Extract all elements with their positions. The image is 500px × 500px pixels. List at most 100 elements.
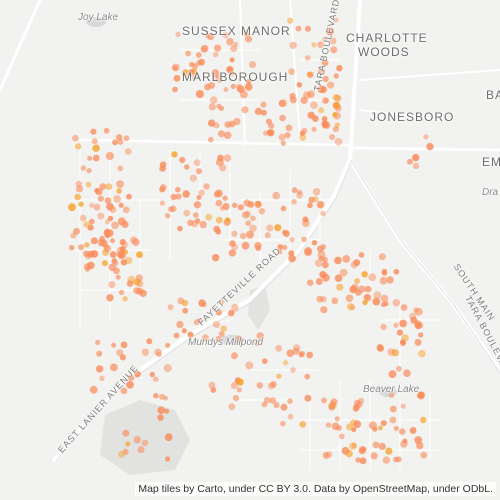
data-point [280,403,288,411]
data-point [254,107,262,115]
data-point [276,373,282,379]
data-point [113,195,121,203]
data-point [208,103,216,111]
data-point [141,439,149,447]
data-point [111,258,118,264]
data-point [188,69,195,76]
data-point [334,137,343,146]
data-point [282,229,288,235]
data-point [213,191,220,198]
mundys-millpond-label: Mundys Millpond [188,337,264,348]
data-point [232,395,240,402]
data-point [400,304,408,311]
data-point [229,57,235,63]
em-label: EM [482,155,500,169]
data-point [223,154,232,162]
data-point [191,220,199,228]
data-point [215,336,222,343]
data-point [418,332,424,338]
data-point [420,451,428,459]
data-point [212,320,221,328]
data-point [92,154,100,162]
data-point [338,433,345,440]
data-point [332,94,340,102]
data-point [336,283,344,291]
data-point [349,442,357,450]
data-point [165,213,171,219]
data-point [336,425,342,431]
data-point [170,205,177,213]
data-point [256,332,264,340]
data-point [214,44,222,52]
data-point [312,115,319,122]
data-point [299,350,305,357]
data-point [120,341,128,349]
data-point [339,268,348,277]
data-point [196,168,202,175]
data-point [90,250,99,258]
data-point [244,210,251,218]
data-point [321,59,329,67]
data-point [141,348,150,356]
data-point [306,351,314,359]
data-point [246,78,252,85]
data-point [208,381,216,389]
data-point [196,60,202,66]
data-point [354,278,360,284]
data-point [187,331,194,338]
data-point [332,112,338,118]
data-point [286,349,295,358]
data-point [388,392,395,399]
data-point [225,217,231,223]
data-point [386,276,394,284]
data-point [318,107,325,114]
data-point [322,273,330,282]
data-point [73,227,80,235]
data-point [393,426,399,431]
data-point [215,228,222,235]
data-point [331,297,339,305]
data-point [229,240,236,247]
data-point [379,276,388,285]
data-point [211,253,220,262]
data-point [290,367,296,373]
data-point [74,193,81,201]
data-point [353,420,362,429]
data-point [249,224,257,232]
data-point [342,255,351,263]
data-point [358,252,365,258]
data-point [110,363,118,372]
data-point [280,205,287,212]
data-point [330,398,338,406]
road-casings [54,159,500,463]
data-point [273,402,280,409]
data-point [234,335,243,344]
data-point [106,294,114,302]
data-point [317,85,325,93]
data-point [258,208,265,215]
data-point [97,238,105,247]
data-point [322,75,329,83]
data-point [359,445,366,453]
data-point [250,215,256,222]
data-point [373,291,382,300]
data-point [157,406,165,415]
data-point [399,319,407,328]
data-point [95,365,104,373]
data-point [92,144,100,152]
data-point [217,130,225,138]
data-point [264,232,271,239]
data-point [124,256,133,265]
data-point [153,393,159,399]
data-point [333,17,339,23]
data-point [249,61,256,69]
data-point [327,81,335,89]
data-point [193,212,199,218]
data-point [361,271,368,278]
data-point [72,134,79,142]
data-point [358,397,365,404]
data-point [364,293,372,302]
data-point [181,328,187,334]
data-point [193,159,201,167]
